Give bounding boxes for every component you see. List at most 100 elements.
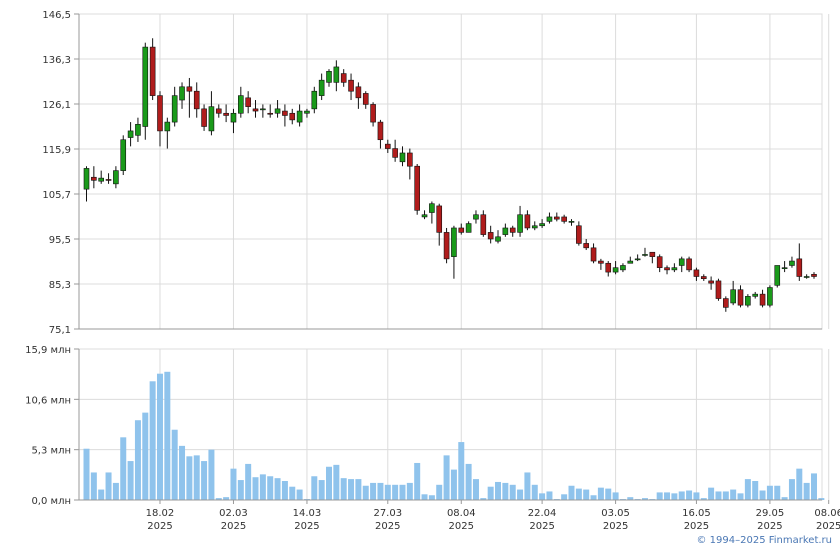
volume-bar — [715, 491, 722, 500]
candle-down — [392, 148, 398, 158]
candle-up — [333, 66, 340, 83]
volume-bar — [333, 464, 340, 500]
candle-up — [127, 130, 134, 138]
candle-down — [201, 108, 207, 127]
candle-up — [502, 227, 509, 235]
candle-up — [473, 214, 479, 220]
candle-down — [355, 86, 362, 99]
candle-down — [91, 176, 97, 181]
candle-down — [480, 214, 487, 235]
volume-bar — [818, 498, 825, 500]
volume-bar — [744, 479, 751, 500]
candle-up — [774, 265, 781, 286]
volume-bar — [318, 480, 325, 500]
candle-up — [495, 236, 501, 242]
x-tick-label-line: 18.02 — [146, 508, 175, 519]
volume-bar — [774, 485, 781, 500]
volume-bar — [480, 498, 487, 500]
candle-down — [656, 256, 663, 268]
volume-bar — [546, 491, 553, 500]
volume-bar — [90, 472, 97, 500]
volume-bar — [171, 429, 178, 500]
candle-down — [362, 93, 369, 105]
candle-up — [451, 227, 457, 257]
volume-bar — [134, 420, 141, 500]
volume-bar — [502, 482, 509, 500]
volume-bar — [752, 481, 759, 500]
volume-bar — [370, 482, 377, 500]
price-y-tick-label: 75,1 — [49, 325, 71, 336]
candle-down — [509, 227, 516, 233]
candle-up — [421, 214, 428, 218]
candle-down — [590, 247, 597, 262]
volume-bar — [612, 492, 619, 500]
volume-bar — [472, 479, 479, 500]
volume-bar — [708, 487, 715, 500]
volume-bar — [296, 489, 303, 500]
candle-up — [531, 225, 538, 229]
candle-up — [296, 110, 303, 123]
candle-down — [605, 262, 612, 273]
volume-y-tick-label: 10,6 млн — [25, 395, 71, 406]
candle-up — [612, 267, 619, 273]
x-tick-label-line: 2025 — [816, 521, 840, 532]
candle-down — [737, 289, 744, 306]
candle-down — [554, 216, 560, 220]
volume-bar — [421, 494, 428, 500]
volume-bar — [281, 481, 288, 500]
candle-up — [627, 260, 634, 264]
volume-bar — [575, 488, 582, 500]
x-tick-label-line: 2025 — [294, 521, 319, 532]
volume-bar — [105, 472, 112, 500]
x-tick-label: 27.03 2025 — [373, 508, 402, 532]
candle-up — [399, 152, 406, 163]
candle-down — [414, 165, 420, 211]
axes-layer: 146,5 136,3 126,1 115,9 105,7 95,5 85,3 75,1 15,… — [25, 10, 840, 532]
volume-bar — [700, 498, 707, 500]
copyright-text[interactable]: © 1994–2025 Finmarket.ru — [696, 535, 832, 546]
candle-down — [377, 121, 384, 141]
price-y-tick-label: 136,3 — [42, 55, 71, 66]
x-tick-label-line: 16.05 — [682, 508, 711, 519]
volume-bar — [788, 479, 795, 500]
candle-down — [759, 293, 766, 306]
candle-down — [193, 90, 200, 110]
volume-bar — [465, 463, 472, 500]
candle-down — [715, 280, 722, 299]
volume-bar — [223, 497, 230, 500]
volume-bar — [517, 489, 524, 500]
volume-bar — [641, 498, 648, 500]
candle-up — [83, 168, 90, 190]
candle-up — [546, 216, 553, 222]
candle-up — [142, 46, 149, 127]
candle-up — [539, 223, 545, 227]
candle-up — [135, 123, 141, 136]
candle-down — [583, 243, 589, 249]
volume-bar — [737, 493, 744, 500]
candle-up — [318, 79, 325, 96]
candle-up — [179, 86, 185, 101]
candle-down — [796, 258, 803, 277]
volume-bar — [561, 494, 568, 500]
candle-up — [120, 139, 127, 171]
candle-down — [340, 73, 347, 83]
x-tick-label-line: 29.05 — [756, 508, 785, 519]
candle-up — [113, 170, 119, 185]
volume-bar — [149, 381, 156, 500]
candle-up — [230, 112, 237, 123]
volume-bar — [340, 478, 347, 500]
volume-bar — [509, 484, 516, 500]
volume-bar — [289, 486, 296, 500]
candle-down — [252, 108, 259, 112]
volume-bar — [627, 497, 634, 500]
volume-bar — [384, 484, 391, 500]
volume-bar — [458, 442, 465, 500]
volume-bar — [656, 492, 663, 500]
candle-down — [348, 79, 354, 92]
volume-bar — [127, 461, 134, 500]
candle-down — [370, 104, 376, 123]
volume-bar — [392, 484, 399, 500]
volume-y-tick-label: 15,9 млн — [25, 345, 71, 356]
volume-bar — [730, 489, 737, 500]
candle-down — [458, 227, 465, 233]
